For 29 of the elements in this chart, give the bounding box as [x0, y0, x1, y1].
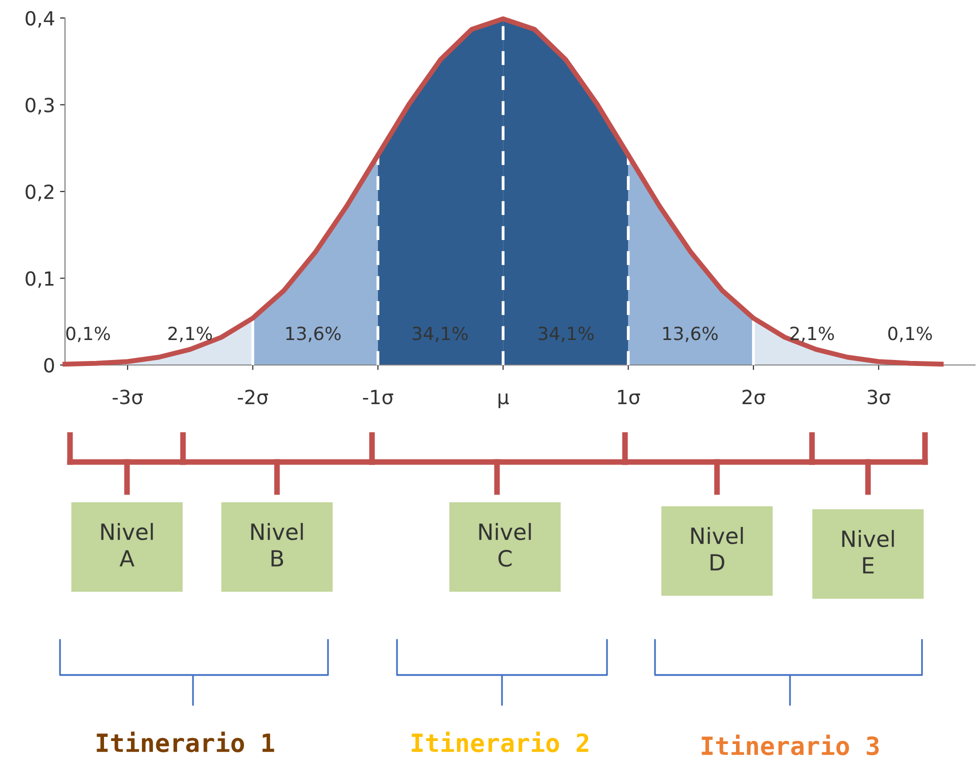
y-tick-label: 0,4 — [26, 10, 54, 28]
annotation: 0,1% — [888, 326, 932, 342]
text: Nivel E — [842, 530, 894, 574]
y-tick-label: 0 — [44, 358, 54, 373]
x-tick-label: 3σ — [868, 390, 890, 404]
annotation: 34,1% — [412, 326, 468, 342]
y-tick-label: 0,3 — [26, 98, 54, 114]
x-tick-label: -3σ — [112, 390, 143, 404]
annotation: 0,1% — [66, 326, 110, 342]
x-tick-label: -2σ — [238, 390, 268, 404]
annotation: 2,1% — [168, 326, 212, 342]
x-tick-label: μ — [498, 393, 509, 408]
annotation: 13,6% — [286, 326, 341, 342]
text: Itinerario 1 — [96, 732, 274, 752]
annotation: 34,1% — [538, 326, 594, 342]
text: Nivel B — [251, 522, 303, 566]
text: Nivel A — [101, 522, 153, 566]
text: Itinerario 3 — [702, 734, 879, 756]
x-tick-label: -1σ — [363, 390, 394, 404]
annotation: 2,1% — [790, 326, 834, 342]
annotation: 13,6% — [663, 326, 718, 342]
text: Nivel C — [479, 522, 531, 567]
text: Itinerario 2 — [412, 732, 588, 752]
x-tick-label: 1σ — [618, 390, 640, 404]
y-tick-label: 0,2 — [26, 184, 54, 202]
y-tick-label: 0,1 — [26, 271, 54, 288]
line-series — [62, 16, 944, 367]
x-tick-label: 2σ — [742, 390, 766, 404]
text: Nivel D — [691, 526, 743, 570]
